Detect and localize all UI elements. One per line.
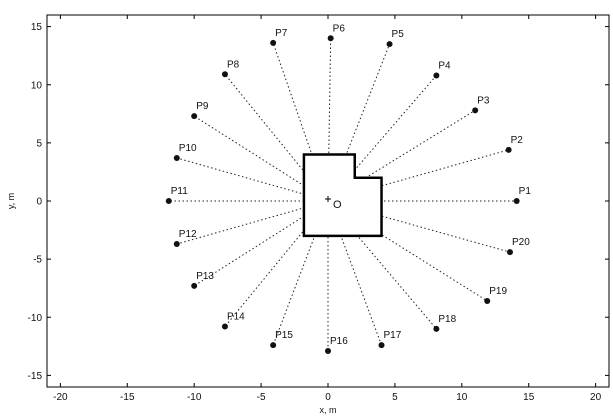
point-label: P2 — [511, 135, 524, 146]
sight-lines — [168, 38, 517, 351]
y-tick-label: 5 — [36, 138, 42, 149]
point-label: P15 — [275, 330, 293, 341]
sight-line — [327, 200, 382, 346]
point-marker — [433, 325, 440, 332]
y-axis-label: y, m — [6, 193, 16, 209]
point-marker — [165, 198, 172, 204]
origin-marker: O — [325, 196, 342, 211]
axes: -20 -15 -10 -5 0 5 10 15 20 -15 -10 -5 0 5 10 15 — [28, 15, 609, 403]
building-outline — [302, 153, 383, 238]
point-marker — [505, 146, 512, 153]
x-tick-label: -20 — [53, 392, 68, 403]
point-marker — [506, 249, 513, 256]
x-tick-label: 10 — [456, 392, 468, 403]
point-label: P20 — [512, 237, 530, 248]
point-label: P7 — [275, 28, 288, 39]
point-label: P10 — [179, 143, 197, 154]
point-marker — [221, 323, 228, 330]
point-marker — [270, 342, 277, 349]
y-tick-label: -5 — [33, 255, 42, 266]
point-label: P3 — [477, 95, 490, 106]
point-marker — [173, 241, 180, 248]
x-axis-label: x, m — [320, 405, 337, 415]
point-label: P13 — [196, 271, 214, 282]
x-tick-label: 5 — [392, 392, 398, 403]
sight-line — [327, 149, 509, 202]
point-label: P11 — [171, 186, 188, 197]
y-tick-label: -15 — [28, 371, 43, 382]
point-label: P5 — [392, 29, 405, 40]
sight-line — [327, 38, 332, 202]
point-marker — [221, 71, 228, 78]
sight-line — [224, 73, 329, 202]
sight-line — [224, 200, 329, 327]
point-marker — [270, 39, 277, 46]
x-tick-label: 15 — [523, 392, 535, 403]
point-label: P9 — [196, 101, 209, 112]
point-marker — [327, 35, 334, 42]
x-tick-label: -10 — [187, 392, 202, 403]
point-label: P8 — [227, 59, 240, 70]
point-marker — [191, 113, 198, 120]
point-label: P19 — [489, 286, 507, 297]
sight-line — [193, 200, 329, 287]
x-tick-label: 0 — [325, 392, 331, 403]
y-tick-label: 0 — [36, 197, 42, 208]
point-marker — [472, 107, 479, 114]
x-tick-label: -5 — [257, 392, 266, 403]
point-label: P16 — [330, 336, 348, 347]
point-marker — [513, 198, 520, 204]
point-label: P12 — [179, 229, 197, 240]
point-label: P18 — [438, 314, 456, 325]
point-label: P17 — [384, 330, 402, 341]
sight-line — [272, 200, 329, 346]
x-tick-label: -15 — [120, 392, 135, 403]
x-tick-label: 20 — [590, 392, 602, 403]
sight-line — [327, 200, 488, 302]
point-label: P6 — [333, 23, 346, 34]
points: P1 P2 P3 P4 P5 P6 P7 P8 P9 P10 P11 P12 P13 P14 P15 P16 P… — [165, 23, 532, 354]
point-marker — [484, 297, 491, 304]
point-marker — [173, 154, 180, 161]
point-marker — [433, 72, 440, 79]
point-marker — [378, 342, 385, 349]
point-label: P14 — [227, 312, 245, 323]
y-tick-label: -10 — [28, 313, 43, 324]
y-tick-label: 10 — [31, 80, 43, 91]
point-marker — [191, 282, 198, 289]
building-polygon — [302, 153, 383, 238]
point-label: P4 — [438, 60, 451, 71]
y-tick-label: 15 — [31, 22, 43, 33]
point-label: P1 — [519, 186, 532, 197]
origin-label: O — [333, 199, 342, 211]
point-marker — [386, 41, 393, 48]
sight-line — [193, 115, 329, 202]
point-marker — [325, 347, 331, 354]
